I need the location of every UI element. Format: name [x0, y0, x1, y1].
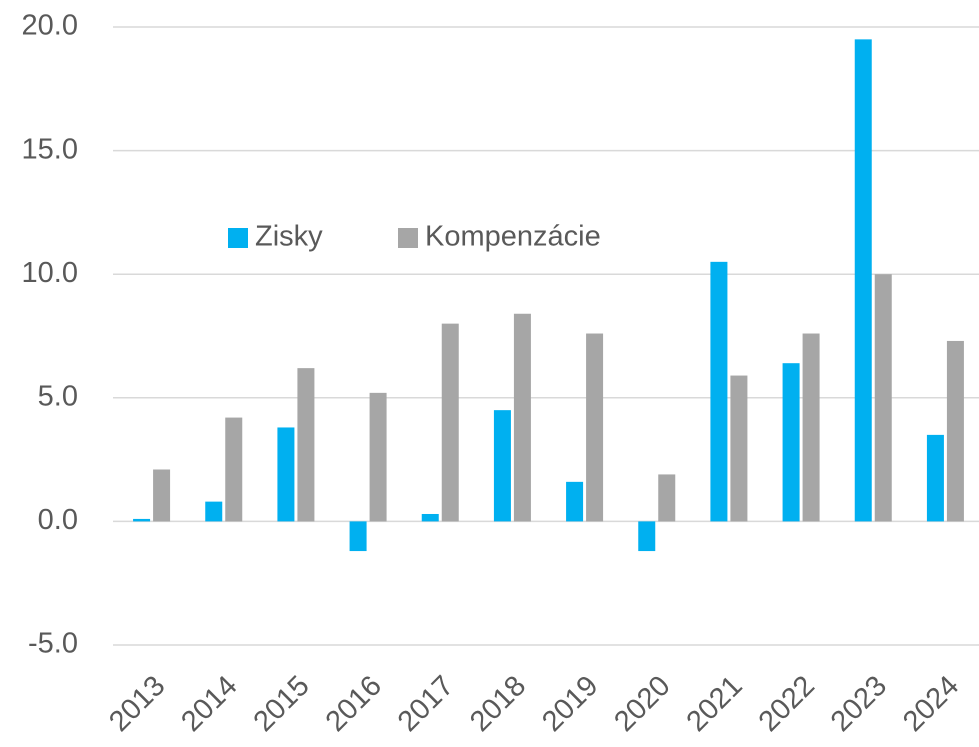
bar	[946, 340, 964, 522]
y-tick-label: 10.0	[22, 257, 78, 289]
bar	[710, 261, 728, 522]
bar	[493, 410, 511, 522]
x-tick-label: 2015	[248, 670, 316, 738]
x-tick-label: 2023	[825, 670, 893, 738]
y-tick-label: 5.0	[38, 380, 78, 412]
x-tick-label: 2018	[464, 670, 532, 738]
legend-swatch	[398, 228, 418, 248]
bar	[566, 481, 584, 522]
bar	[369, 392, 387, 522]
bar	[421, 513, 439, 522]
bar	[513, 313, 531, 522]
bar	[658, 474, 676, 522]
bar	[730, 375, 748, 522]
bar	[854, 39, 872, 522]
bar	[874, 274, 892, 522]
x-tick-label: 2019	[536, 670, 604, 738]
bar	[802, 333, 820, 522]
bar	[441, 323, 459, 522]
bar	[297, 368, 315, 522]
legend-label: Kompenzácie	[425, 221, 601, 253]
x-tick-label: 2020	[608, 670, 676, 738]
bar	[277, 427, 295, 522]
x-tick-label: 2024	[897, 670, 965, 738]
bar	[205, 501, 223, 522]
x-tick-label: 2017	[392, 670, 460, 738]
bar	[133, 518, 151, 522]
x-tick-label: 2016	[320, 670, 388, 738]
bar	[782, 363, 800, 522]
bar	[225, 417, 243, 522]
bar	[926, 434, 944, 522]
x-tick-label: 2021	[681, 670, 749, 738]
bar	[638, 521, 656, 552]
bar	[349, 521, 367, 552]
x-tick-label: 2022	[753, 670, 821, 738]
legend-label: Zisky	[255, 221, 323, 253]
y-tick-label: 20.0	[22, 10, 78, 42]
x-tick-label: 2014	[175, 670, 243, 738]
x-tick-label: 2013	[103, 670, 171, 738]
legend-swatch	[228, 228, 248, 248]
y-tick-label: 0.0	[38, 504, 78, 536]
bar	[153, 469, 171, 522]
y-tick-label: 15.0	[22, 133, 78, 165]
bar	[586, 333, 604, 522]
y-tick-label: -5.0	[28, 628, 78, 660]
